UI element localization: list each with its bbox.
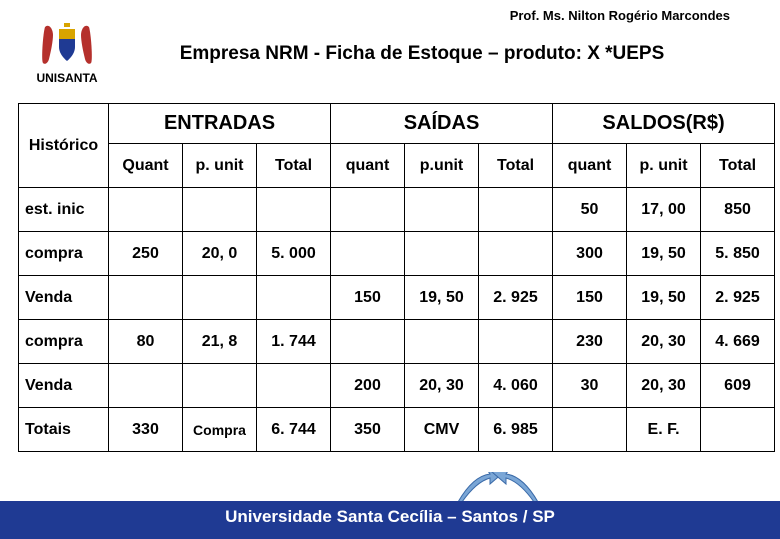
h-s-quant: quant — [553, 144, 627, 188]
row-label: compra — [19, 320, 109, 364]
row-label: est. inic — [19, 188, 109, 232]
table-row: Venda 150 19, 50 2. 925 150 19, 50 2. 92… — [19, 276, 775, 320]
cell: 20, 30 — [627, 320, 701, 364]
cell — [479, 188, 553, 232]
cell — [331, 232, 405, 276]
slide-title: Empresa NRM - Ficha de Estoque – produto… — [114, 43, 760, 65]
cell: 17, 00 — [627, 188, 701, 232]
cell — [405, 232, 479, 276]
cell: 20, 30 — [627, 364, 701, 408]
cell: 300 — [553, 232, 627, 276]
cell: 1. 744 — [257, 320, 331, 364]
col-historico: Histórico — [19, 104, 109, 188]
cell — [109, 276, 183, 320]
cell: 20, 0 — [183, 232, 257, 276]
cell — [479, 232, 553, 276]
cell: 2. 925 — [701, 276, 775, 320]
cell: 150 — [553, 276, 627, 320]
cell — [183, 276, 257, 320]
h-e-quant: Quant — [109, 144, 183, 188]
cell: 19, 50 — [627, 232, 701, 276]
cell — [183, 188, 257, 232]
cell: Compra — [183, 408, 257, 452]
cell: 5. 850 — [701, 232, 775, 276]
cell: 30 — [553, 364, 627, 408]
professor-name: Prof. Ms. Nilton Rogério Marcondes — [20, 8, 760, 23]
cell — [109, 188, 183, 232]
cell: E. F. — [627, 408, 701, 452]
h-e-total: Total — [257, 144, 331, 188]
table-row: Venda 200 20, 30 4. 060 30 20, 30 609 — [19, 364, 775, 408]
cell: 50 — [553, 188, 627, 232]
cell — [257, 364, 331, 408]
cell — [701, 408, 775, 452]
cell: 150 — [331, 276, 405, 320]
cell — [331, 188, 405, 232]
cell — [553, 408, 627, 452]
cell: CMV — [405, 408, 479, 452]
university-short: UNISANTA — [20, 71, 114, 85]
cell: 80 — [109, 320, 183, 364]
table-row: compra 250 20, 0 5. 000 300 19, 50 5. 85… — [19, 232, 775, 276]
cell: 5. 000 — [257, 232, 331, 276]
row-label: Totais — [19, 408, 109, 452]
header-row-1: Histórico ENTRADAS SAÍDAS SALDOS(R$) — [19, 104, 775, 144]
header: Prof. Ms. Nilton Rogério Marcondes UNISA… — [0, 0, 780, 89]
cell: 19, 50 — [405, 276, 479, 320]
header-row-2: Quant p. unit Total quant p.unit Total q… — [19, 144, 775, 188]
cell — [183, 364, 257, 408]
cell — [331, 320, 405, 364]
cell — [257, 188, 331, 232]
cell — [405, 320, 479, 364]
cell: 6. 744 — [257, 408, 331, 452]
logo-block: UNISANTA — [20, 23, 114, 85]
h-s-punit: p. unit — [627, 144, 701, 188]
inventory-table: Histórico ENTRADAS SAÍDAS SALDOS(R$) Qua… — [18, 103, 775, 452]
cell — [109, 364, 183, 408]
cell: 21, 8 — [183, 320, 257, 364]
row-label: Venda — [19, 276, 109, 320]
footer-bar: Universidade Santa Cecília – Santos / SP — [0, 501, 780, 539]
h-s-total: Total — [701, 144, 775, 188]
row-label: Venda — [19, 364, 109, 408]
cell: 609 — [701, 364, 775, 408]
table-row: compra 80 21, 8 1. 744 230 20, 30 4. 669 — [19, 320, 775, 364]
cell: 850 — [701, 188, 775, 232]
cell: 4. 060 — [479, 364, 553, 408]
table-row: Totais 330 Compra 6. 744 350 CMV 6. 985 … — [19, 408, 775, 452]
cell — [405, 188, 479, 232]
cell: 200 — [331, 364, 405, 408]
cell: 20, 30 — [405, 364, 479, 408]
col-saldos: SALDOS(R$) — [553, 104, 775, 144]
cell: 350 — [331, 408, 405, 452]
cell: 19, 50 — [627, 276, 701, 320]
table-row: est. inic 50 17, 00 850 — [19, 188, 775, 232]
h-o-total: Total — [479, 144, 553, 188]
cell: 4. 669 — [701, 320, 775, 364]
cell: 6. 985 — [479, 408, 553, 452]
row-label: compra — [19, 232, 109, 276]
h-o-quant: quant — [331, 144, 405, 188]
title-row: UNISANTA Empresa NRM - Ficha de Estoque … — [20, 23, 760, 85]
cell — [257, 276, 331, 320]
slide: Prof. Ms. Nilton Rogério Marcondes UNISA… — [0, 0, 780, 539]
inventory-table-wrap: Histórico ENTRADAS SAÍDAS SALDOS(R$) Qua… — [0, 103, 780, 452]
cell — [479, 320, 553, 364]
unisanta-logo-icon — [39, 23, 95, 69]
cell: 2. 925 — [479, 276, 553, 320]
h-e-punit: p. unit — [183, 144, 257, 188]
cell: 330 — [109, 408, 183, 452]
footer-text: Universidade Santa Cecília – Santos / SP — [0, 501, 780, 533]
col-saidas: SAÍDAS — [331, 104, 553, 144]
h-o-punit: p.unit — [405, 144, 479, 188]
col-entradas: ENTRADAS — [109, 104, 331, 144]
cell: 230 — [553, 320, 627, 364]
cell: 250 — [109, 232, 183, 276]
